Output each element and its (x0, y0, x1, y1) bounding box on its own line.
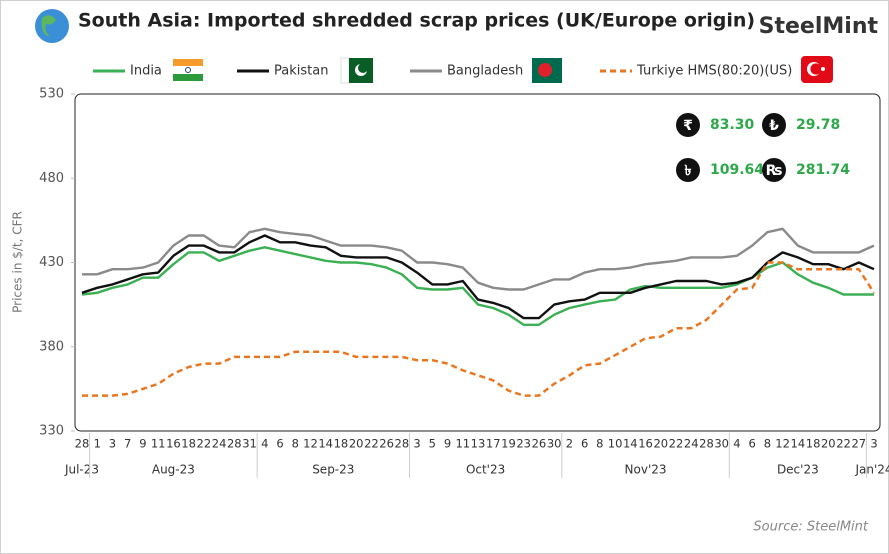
x-tick-label: 3 (109, 437, 116, 451)
y-axis-title: Prices in $/t, CFR (11, 211, 25, 313)
x-tick-label: 10 (608, 437, 623, 451)
x-tick-label: 28 (227, 437, 242, 451)
flag-turkiye (801, 56, 833, 83)
x-tick-label: 12 (775, 437, 790, 451)
x-tick-label: 7 (124, 437, 131, 451)
y-tick-label: 380 (39, 339, 64, 354)
globe-icon (35, 9, 69, 43)
x-tick-label: 18 (806, 437, 821, 451)
currency-rate: 83.30 (710, 117, 755, 133)
x-tick-label: 30 (714, 437, 729, 451)
x-tick-label: 6 (581, 437, 588, 451)
currency-rate: 281.74 (796, 162, 850, 178)
series-line (82, 227, 875, 291)
month-label: Jul-23 (64, 463, 99, 477)
month-label: Sep-23 (312, 463, 354, 477)
legend-label: Turkiye HMS(80:20)(US) (636, 64, 792, 79)
month-label: Nov'23 (625, 463, 667, 477)
x-tick-label: 18 (181, 437, 196, 451)
currency-badge (676, 158, 700, 182)
x-tick-label: 11 (455, 437, 470, 451)
x-tick-label: 20 (349, 437, 364, 451)
currency-rate: 29.78 (796, 117, 840, 133)
series-line (81, 234, 875, 320)
month-label: Oct'23 (466, 463, 505, 477)
x-tick-label: 24 (212, 437, 227, 451)
x-tick-label: 6 (276, 437, 283, 451)
x-tick-label: 12 (303, 437, 318, 451)
x-tick-label: 8 (596, 437, 603, 451)
month-label: Dec'23 (777, 463, 819, 477)
flag-bangladesh (532, 58, 562, 83)
x-tick-label: 26 (532, 437, 547, 451)
x-tick-label: 8 (292, 437, 299, 451)
x-tick-label: 18 (334, 437, 349, 451)
x-tick-label: 6 (748, 437, 755, 451)
x-tick-label: 22 (197, 437, 212, 451)
x-tick-label: 17 (486, 437, 501, 451)
month-label: Jan'24 (854, 463, 889, 477)
x-tick-label: 5 (429, 437, 436, 451)
currency-rate: 109.64 (710, 162, 764, 178)
x-tick-label: 1 (94, 437, 101, 451)
y-tick-label: 430 (39, 255, 64, 270)
x-tick-label: 22 (364, 437, 379, 451)
x-tick-label: 28 (395, 437, 410, 451)
legend-label: Bangladesh (447, 64, 523, 79)
y-tick-label: 480 (39, 171, 64, 186)
x-tick-label: 9 (139, 437, 146, 451)
currency-badge (762, 158, 786, 182)
x-tick-label: 9 (444, 437, 451, 451)
x-tick-label: 24 (684, 437, 699, 451)
x-tick-label: 28 (699, 437, 714, 451)
currency-badge (676, 113, 700, 137)
legend-label: India (130, 64, 162, 79)
x-tick-label: 22 (836, 437, 851, 451)
x-tick-label: 16 (166, 437, 181, 451)
x-tick-label: 27 (851, 437, 866, 451)
x-tick-label: 22 (669, 437, 684, 451)
currency-badge (762, 113, 786, 137)
x-tick-label: 8 (764, 437, 771, 451)
x-tick-label: 16 (638, 437, 653, 451)
series-line (82, 261, 876, 397)
globe-land (41, 15, 56, 36)
x-tick-label: 14 (318, 437, 333, 451)
x-tick-label: 11 (151, 437, 166, 451)
y-tick-label: 530 (39, 87, 64, 102)
source-note: Source: SteelMint (753, 520, 868, 535)
currency-symbol: ৳ (685, 163, 692, 179)
x-tick-label: 20 (653, 437, 668, 451)
x-tick-label: 30 (547, 437, 562, 451)
currency-symbol: ₹ (683, 118, 693, 134)
x-tick-label: 13 (471, 437, 486, 451)
x-tick-label: 3 (413, 437, 420, 451)
x-tick-label: 28 (75, 437, 90, 451)
flag-india (173, 59, 203, 81)
chart-title: South Asia: Imported shredded scrap pric… (78, 10, 755, 32)
brand-logo: SteelMint (759, 14, 879, 39)
currency-symbol: ₺ (769, 118, 779, 134)
flag-pakistan (340, 57, 373, 84)
x-tick-label: 14 (791, 437, 806, 451)
month-label: Aug-23 (152, 463, 195, 477)
x-tick-label: 4 (733, 437, 740, 451)
x-tick-label: 20 (821, 437, 836, 451)
x-tick-label: 4 (261, 437, 268, 451)
x-tick-label: 3 (870, 437, 877, 451)
y-tick-label: 330 (39, 424, 64, 439)
x-tick-label: 2 (566, 437, 573, 451)
x-tick-label: 26 (379, 437, 394, 451)
legend-label: Pakistan (274, 64, 328, 79)
x-tick-label: 14 (623, 437, 638, 451)
currency-symbol: ₨ (766, 163, 783, 179)
x-tick-label: 31 (242, 437, 257, 451)
x-tick-label: 19 (501, 437, 516, 451)
x-tick-label: 23 (516, 437, 531, 451)
